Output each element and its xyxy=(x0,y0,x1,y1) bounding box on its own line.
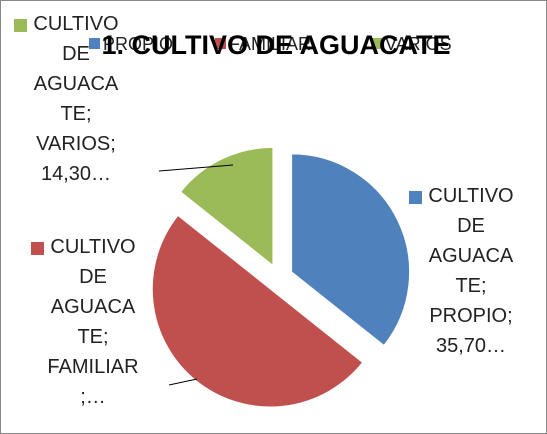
leader-line xyxy=(158,164,234,172)
label-marker xyxy=(31,242,44,255)
legend-label: PROPIO xyxy=(103,34,173,54)
legend-label: FAMILIAR xyxy=(229,34,311,54)
legend-swatch xyxy=(371,38,382,49)
pie-slice xyxy=(291,153,411,347)
pie-slice xyxy=(179,146,274,267)
label-marker xyxy=(409,191,422,204)
legend-swatch xyxy=(89,38,100,49)
legend-swatch xyxy=(215,38,226,49)
leader-line xyxy=(168,378,198,386)
data-label: CULTIVO DE AGUACATE; FAMILIAR;… xyxy=(47,236,139,408)
data-label: CULTIVO DE AGUACATE; PROPIO; 35,70… xyxy=(428,185,514,357)
label-marker xyxy=(14,19,27,32)
data-label: CULTIVO DE AGUACATE; VARIOS; 14,30… xyxy=(33,13,119,185)
chart-title: 1. CULTIVO DE AGUACATE xyxy=(101,30,450,60)
legend-label: VARIOS xyxy=(385,34,452,54)
pie-slice xyxy=(151,214,364,408)
